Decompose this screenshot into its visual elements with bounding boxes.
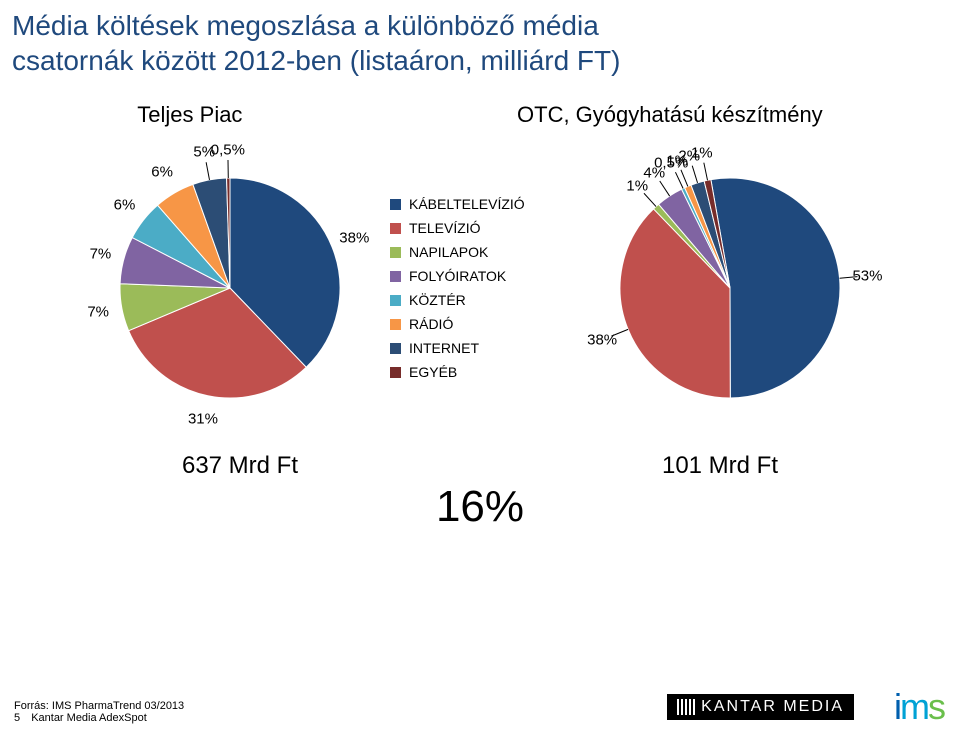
pie-slice-label: 7%	[90, 245, 112, 262]
kantar-bars-icon	[677, 699, 695, 715]
ims-logo: ims	[894, 686, 944, 728]
source-line1: Forrás: IMS PharmaTrend 03/2013	[14, 700, 184, 712]
left-pie-chart: 38%31%7%7%6%6%5%0,5%	[80, 138, 380, 438]
pie-slice-label: 0,5%	[211, 142, 245, 159]
kantar-text: KANTAR MEDIA	[701, 698, 844, 716]
legend-label: INTERNET	[409, 340, 479, 356]
legend-swatch	[390, 319, 401, 330]
legend-label: NAPILAPOK	[409, 244, 488, 260]
legend-swatch	[390, 295, 401, 306]
pie-slice-label: 38%	[339, 229, 369, 246]
right-subtitle: OTC, Gyógyhatású készítmény	[517, 102, 823, 128]
legend-label: TELEVÍZIÓ	[409, 220, 481, 236]
pie-slice-label: 6%	[114, 197, 136, 214]
logos: KANTAR MEDIA ims	[667, 686, 944, 728]
legend-item: KÁBELTELEVÍZIÓ	[390, 196, 570, 212]
legend-swatch	[390, 343, 401, 354]
source-line2: Kantar Media AdexSpot	[31, 712, 147, 724]
legend-swatch	[390, 223, 401, 234]
big-percentage: 16%	[0, 482, 960, 532]
legend-item: TELEVÍZIÓ	[390, 220, 570, 236]
legend-swatch	[390, 367, 401, 378]
legend-label: EGYÉB	[409, 364, 457, 380]
title-line2: csatornák között 2012-ben (listaáron, mi…	[12, 45, 620, 76]
pie-slice-label: 6%	[151, 164, 173, 181]
pie-slice-label: 53%	[852, 267, 882, 284]
legend-item: NAPILAPOK	[390, 244, 570, 260]
footer: Forrás: IMS PharmaTrend 03/2013 5 Kantar…	[14, 700, 184, 724]
right-pie-chart: 53%38%1%4%0,5%1%2%1%	[580, 138, 880, 438]
legend-label: KÁBELTELEVÍZIÓ	[409, 196, 525, 212]
subtitles-row: Teljes Piac OTC, Gyógyhatású készítmény	[0, 102, 960, 128]
pie-slice-label: 38%	[587, 331, 617, 348]
legend-swatch	[390, 247, 401, 258]
left-total: 637 Mrd Ft	[182, 452, 298, 480]
legend-item: RÁDIÓ	[390, 316, 570, 332]
charts-row: 38%31%7%7%6%6%5%0,5% KÁBELTELEVÍZIÓTELEV…	[0, 138, 960, 438]
title-line1: Média költések megoszlása a különböző mé…	[12, 10, 599, 41]
left-subtitle: Teljes Piac	[137, 102, 242, 128]
legend-item: KÖZTÉR	[390, 292, 570, 308]
page-number: 5	[14, 712, 20, 724]
legend-label: RÁDIÓ	[409, 316, 453, 332]
pie-slice-label: 31%	[188, 411, 218, 428]
legend-label: KÖZTÉR	[409, 292, 466, 308]
legend-item: FOLYÓIRATOK	[390, 268, 570, 284]
slide-title: Média költések megoszlása a különböző mé…	[0, 0, 960, 78]
pie-slice-label: 7%	[87, 303, 109, 320]
legend-item: EGYÉB	[390, 364, 570, 380]
legend: KÁBELTELEVÍZIÓ TELEVÍZIÓ NAPILAPOK FOLYÓIRA…	[390, 188, 570, 388]
right-total: 101 Mrd Ft	[662, 452, 778, 480]
legend-item: INTERNET	[390, 340, 570, 356]
kantar-logo: KANTAR MEDIA	[667, 694, 854, 720]
legend-label: FOLYÓIRATOK	[409, 268, 506, 284]
legend-swatch	[390, 271, 401, 282]
totals-row: 637 Mrd Ft 101 Mrd Ft	[0, 452, 960, 480]
pie-slice-label: 1%	[691, 144, 713, 161]
legend-swatch	[390, 199, 401, 210]
